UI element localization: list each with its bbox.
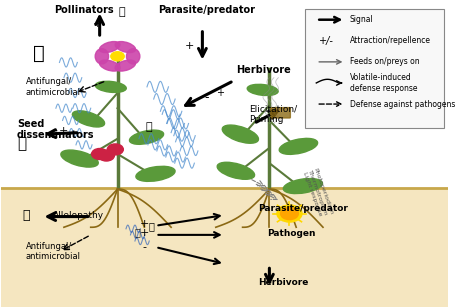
Ellipse shape [127,49,140,64]
Ellipse shape [95,49,109,64]
Ellipse shape [222,125,258,143]
Text: -: - [205,91,209,104]
Text: Pathogen: Pathogen [267,229,316,238]
Text: +: + [140,219,149,229]
Circle shape [98,150,114,161]
Ellipse shape [61,150,98,167]
Text: Elicitation/
Priming: Elicitation/ Priming [249,105,297,124]
Text: 🐿: 🐿 [17,136,26,151]
Ellipse shape [283,179,322,193]
Text: +: + [93,19,102,29]
Text: Defense against pathogens: Defense against pathogens [350,99,455,108]
Text: 🐛: 🐛 [146,122,152,132]
Text: Photoperiodism
Thermotropism
Light response: Photoperiodism Thermotropism Light respo… [301,168,334,220]
Text: Attraction/repellence: Attraction/repellence [350,36,431,45]
Text: Signal: Signal [350,15,374,24]
Ellipse shape [279,138,318,154]
Ellipse shape [73,111,105,127]
FancyBboxPatch shape [305,9,444,128]
Ellipse shape [95,81,126,92]
Ellipse shape [247,84,278,95]
Circle shape [277,205,302,222]
Text: +/-: +/- [319,36,333,46]
Text: Herbivore: Herbivore [236,65,291,75]
Ellipse shape [129,130,164,144]
Circle shape [107,144,123,155]
Text: 🦋: 🦋 [34,44,45,63]
FancyBboxPatch shape [271,107,291,118]
Text: 🪱: 🪱 [148,221,154,231]
Text: +: + [216,88,224,98]
Circle shape [281,207,299,220]
Text: 🐝: 🐝 [118,7,125,17]
Text: 🪱: 🪱 [22,209,30,221]
Ellipse shape [100,42,120,53]
Ellipse shape [115,42,136,53]
Bar [1,188,448,306]
Text: Herbivore: Herbivore [258,278,309,287]
Circle shape [111,52,124,61]
Text: -: - [142,242,146,252]
Text: Seed
disseminators: Seed disseminators [17,119,94,140]
Text: Feeds on/preys on: Feeds on/preys on [350,57,419,67]
Text: Parasite/predator: Parasite/predator [258,205,348,213]
Text: 🦗: 🦗 [135,227,141,237]
Text: +: + [184,41,194,51]
Text: Parasite/predator: Parasite/predator [158,5,255,15]
Text: +: + [140,228,149,238]
Ellipse shape [217,162,255,179]
Ellipse shape [100,60,120,71]
Circle shape [91,148,108,160]
Text: Pollinators: Pollinators [54,5,114,15]
Text: Allelopathy: Allelopathy [53,211,104,220]
Text: Antifungal/
antimicrobial: Antifungal/ antimicrobial [26,242,81,261]
Ellipse shape [136,166,175,181]
Ellipse shape [115,60,136,71]
Text: Antifungal/
antimicrobial: Antifungal/ antimicrobial [26,77,81,96]
Text: +: + [59,126,69,136]
Text: Volatile-induced
defense response: Volatile-induced defense response [350,73,417,93]
